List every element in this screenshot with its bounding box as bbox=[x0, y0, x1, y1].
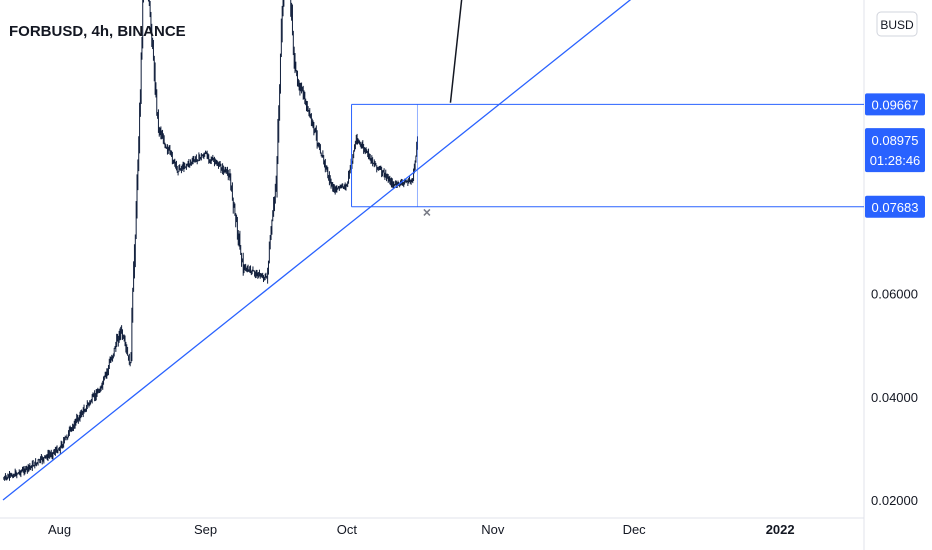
currency-button-box[interactable] bbox=[876, 11, 918, 37]
current-price-label: 0.08975 bbox=[872, 133, 919, 148]
time-axis: Aug Sep Oct Nov Dec 2022 bbox=[48, 522, 795, 537]
time-tick-label: Oct bbox=[337, 522, 358, 537]
price-tick-label: 0.04000 bbox=[871, 390, 918, 405]
current-price-pill bbox=[865, 128, 925, 173]
price-tick-label: 0.06000 bbox=[871, 287, 918, 302]
projection-arrow bbox=[449, 0, 463, 103]
bar-countdown-label: 01:28:46 bbox=[870, 153, 921, 168]
chart-title: FORBUSD, 4h, BINANCE bbox=[9, 23, 186, 40]
time-tick-label: Aug bbox=[48, 522, 71, 537]
level-price-label: 0.09667 bbox=[872, 97, 919, 112]
time-tick-label: 2022 bbox=[766, 522, 795, 537]
drawings-layer: 1(0.20182) bbox=[2, 0, 864, 501]
candles-layer bbox=[3, 0, 418, 481]
level-price-pill bbox=[865, 195, 925, 218]
level-price-label: 0.07683 bbox=[872, 200, 919, 215]
time-tick-label: Sep bbox=[194, 522, 217, 537]
time-tick-label: Nov bbox=[481, 522, 505, 537]
price-tick-label: 0.02000 bbox=[871, 493, 918, 508]
ascending-trendline bbox=[2, 0, 632, 501]
cross-marker-icon bbox=[423, 208, 431, 216]
currency-label: BUSD bbox=[880, 18, 914, 32]
time-tick-label: Dec bbox=[623, 522, 647, 537]
level-price-pill bbox=[865, 93, 925, 116]
currency-button[interactable]: BUSD bbox=[876, 11, 918, 37]
price-axis: 0.020000.040000.060000.120000.140000.160… bbox=[871, 287, 918, 508]
